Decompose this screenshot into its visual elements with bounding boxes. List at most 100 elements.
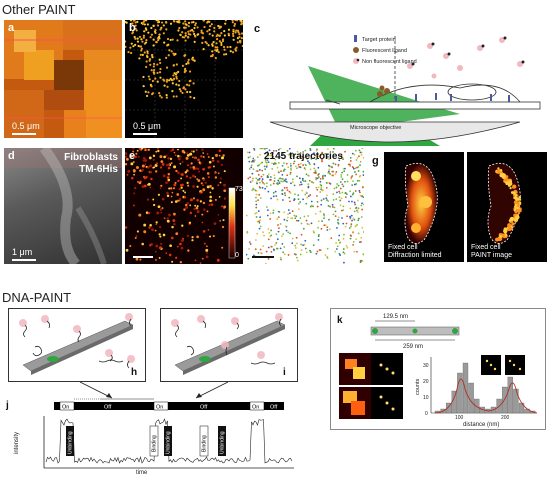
texture-dot [288, 190, 291, 193]
texture-dot [285, 225, 287, 228]
texture-dot [275, 149, 278, 152]
texture-dot [165, 154, 168, 157]
texture-dot [179, 33, 182, 37]
texture-dot [204, 40, 207, 44]
texture-dot [168, 79, 171, 82]
texture-dot [198, 161, 201, 164]
texture-dot [301, 177, 304, 180]
texture-dot [184, 32, 187, 35]
panel-b: b 0.5 μm [125, 20, 243, 138]
texture-dot [166, 176, 170, 179]
texture-dot [281, 164, 284, 167]
texture-dot [312, 181, 315, 184]
texture-dot [155, 244, 159, 248]
texture-dot [160, 184, 163, 187]
texture-dot [264, 168, 267, 171]
panel-e-cbar-max: 73 [235, 186, 243, 193]
texture-dot [353, 218, 356, 221]
texture-dot [141, 40, 144, 43]
texture-dot [131, 22, 134, 25]
texture-dot [359, 174, 362, 177]
texture-dot [352, 217, 355, 220]
texture-dot [157, 193, 161, 196]
texture-dot [277, 162, 280, 164]
panel-g-left: Fixed cell Diffraction limited [384, 152, 464, 262]
panel-c-legend-target: Target protein [362, 37, 396, 43]
texture-dot [333, 187, 336, 190]
texture-dot [185, 175, 189, 178]
texture-dot [328, 158, 330, 161]
texture-dot [318, 249, 321, 251]
texture-dot [307, 160, 309, 163]
texture-dot [310, 222, 313, 225]
texture-dot [185, 23, 188, 26]
texture-dot [125, 45, 127, 48]
texture-dot [154, 164, 158, 168]
texture-dot [154, 229, 157, 232]
texture-dot [307, 183, 310, 186]
texture-dot [336, 227, 338, 229]
texture-dot [159, 208, 163, 211]
texture-dot [197, 167, 200, 170]
texture-dot [319, 180, 322, 183]
texture-dot [305, 202, 308, 205]
texture-dot [324, 224, 327, 227]
texture-dot [287, 213, 289, 215]
texture-dot [127, 169, 131, 173]
texture-dot [179, 260, 183, 264]
texture-dot [183, 196, 187, 199]
panel-a-label: a [8, 22, 15, 34]
texture-dot [143, 23, 147, 26]
texture-dot [303, 215, 306, 218]
texture-dot [287, 153, 290, 156]
texture-dot [205, 248, 209, 252]
texture-dot [145, 28, 148, 31]
texture-dot [183, 26, 186, 29]
texture-dot [274, 244, 276, 246]
texture-dot [155, 221, 158, 224]
texture-dot [216, 46, 219, 49]
texture-dot [161, 21, 164, 24]
texture-dot [133, 192, 136, 195]
texture-dot [142, 85, 145, 88]
texture-dot [207, 176, 210, 179]
texture-dot [295, 156, 298, 159]
panel-k-ytick-30: 30 [423, 363, 429, 369]
texture-dot [253, 148, 256, 151]
texture-dot [334, 163, 337, 166]
texture-dot [179, 162, 182, 165]
texture-dot [138, 213, 142, 217]
texture-dot [178, 188, 181, 190]
texture-dot [180, 239, 184, 242]
texture-dot [185, 83, 189, 86]
texture-dot [362, 231, 364, 233]
texture-dot [316, 200, 319, 203]
texture-dot [319, 183, 322, 186]
texture-dot [131, 32, 134, 35]
texture-dot [358, 155, 360, 158]
texture-dot [323, 217, 325, 220]
texture-dot [176, 199, 179, 202]
texture-dot [282, 233, 285, 236]
texture-dot [174, 181, 177, 184]
texture-dot [362, 253, 364, 256]
texture-dot [303, 243, 306, 246]
texture-dot [166, 194, 170, 198]
texture-dot [147, 91, 150, 94]
texture-dot [343, 233, 345, 236]
texture-dot [188, 70, 192, 73]
texture-dot [267, 176, 269, 179]
texture-dot [359, 160, 362, 163]
texture-dot [154, 29, 157, 32]
texture-dot [241, 44, 243, 48]
panel-k-ytick-10: 10 [423, 395, 429, 401]
texture-dot [147, 148, 150, 152]
texture-dot [278, 180, 280, 183]
texture-dot [342, 222, 345, 225]
texture-dot [272, 163, 275, 165]
texture-dot [166, 219, 170, 223]
texture-dot [149, 171, 153, 174]
texture-dot [151, 56, 154, 59]
texture-dot [201, 36, 204, 39]
texture-dot [207, 166, 211, 169]
